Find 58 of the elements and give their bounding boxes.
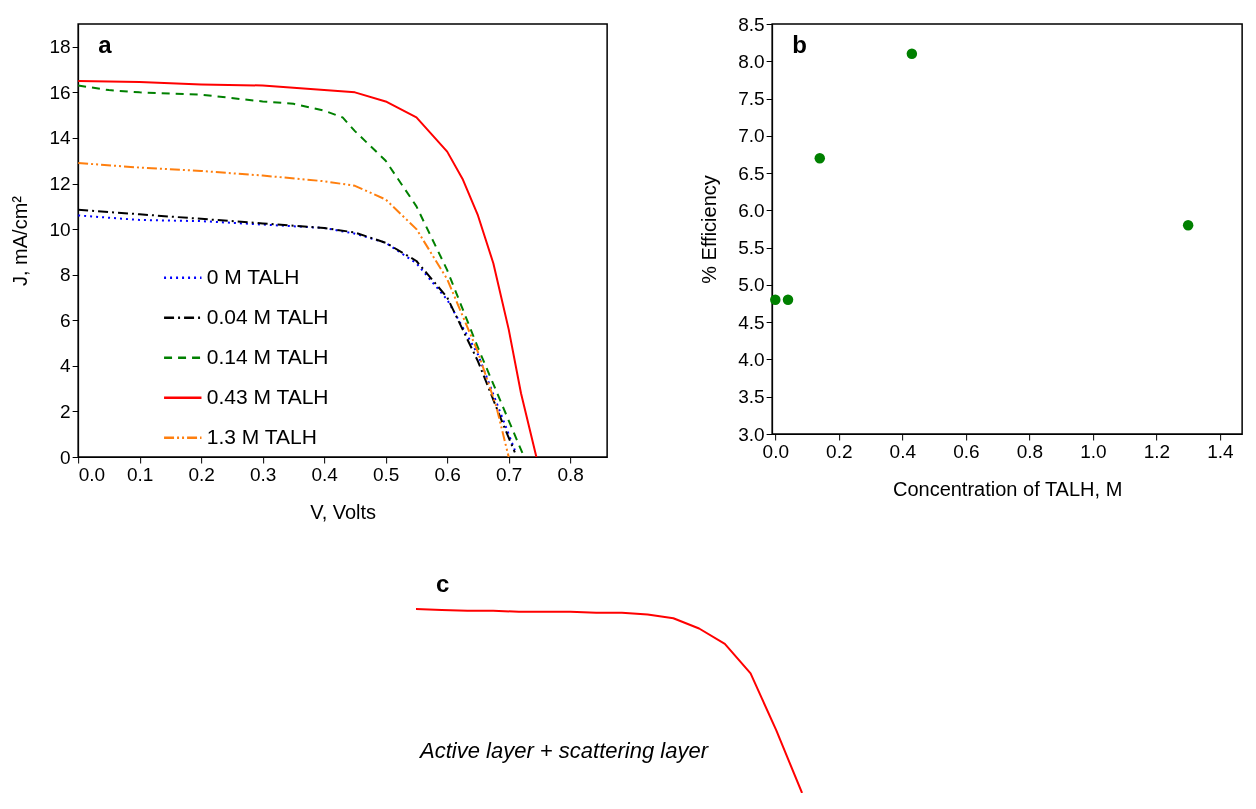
annotation: b: [792, 31, 807, 58]
y-tick-label: 5.5: [738, 237, 765, 259]
annotation: Active layer + scattering layer: [418, 738, 710, 763]
x-tick-label: 0.1: [126, 463, 154, 485]
annotation: a: [98, 31, 113, 58]
y-tick-label: 4: [60, 355, 72, 377]
y-axis-title: % Efficiency: [698, 175, 721, 284]
line-series: [78, 162, 510, 457]
point: [814, 152, 825, 164]
x-tick-label: 0.0: [78, 463, 106, 485]
x-tick-label: 1.4: [1207, 440, 1235, 462]
point: [906, 48, 918, 60]
y-axis-title: J, mA/cm²: [9, 195, 32, 286]
x-tick-label: 0.0: [762, 440, 790, 462]
y-tick-label: 8.0: [738, 50, 765, 72]
x-axis-title: Concentration of TALH, M: [892, 477, 1123, 500]
x-tick-label: 0.4: [889, 440, 917, 462]
x-tick-label: 0.6: [434, 463, 461, 485]
legend-label: 1.3 M TALH: [206, 424, 317, 448]
y-tick-label: 3.5: [738, 386, 765, 408]
x-tick-label: 0.8: [557, 463, 584, 485]
x-tick-label: 0.5: [372, 463, 400, 485]
y-tick-label: 2: [60, 400, 71, 422]
legend-label: 0.43 M TALH: [206, 384, 329, 408]
legend-label: 0.04 M TALH: [206, 304, 329, 328]
y-tick-label: 14: [49, 127, 72, 149]
x-tick-label: 1.0: [1080, 440, 1107, 462]
y-tick-label: 5.0: [738, 274, 765, 296]
y-tick-label: 4.0: [738, 348, 765, 370]
x-tick-label: 0.7: [496, 463, 523, 485]
y-tick-label: 10: [49, 218, 71, 240]
x-tick-label: 0.6: [953, 440, 980, 462]
y-tick-label: 6.5: [738, 162, 765, 184]
y-tick-label: 4.5: [738, 311, 765, 333]
y-tick-label: 18: [49, 36, 71, 58]
y-tick-label: 8.5: [738, 13, 765, 35]
x-tick-label: 0.4: [311, 463, 339, 485]
y-tick-label: 7.5: [738, 88, 765, 110]
y-tick-label: 12: [49, 173, 71, 195]
x-tick-label: 0.2: [188, 463, 215, 485]
legend-label: 0 M TALH: [206, 264, 300, 288]
y-tick-label: 3.0: [738, 423, 765, 445]
text: c: [436, 570, 450, 597]
point: [770, 294, 781, 306]
legend-label: 0.14 M TALH: [206, 344, 329, 368]
x-tick-label: 0.2: [826, 440, 853, 462]
x-tick-label: 1.2: [1143, 440, 1171, 462]
point: [1182, 220, 1194, 231]
y-tick-label: 6: [60, 309, 71, 331]
x-tick-label: 0.3: [249, 463, 277, 485]
x-axis-title: V, Volts: [310, 500, 377, 523]
y-tick-label: 6.0: [738, 199, 765, 221]
point: [782, 294, 794, 306]
x-tick-label: 0.8: [1016, 440, 1044, 462]
y-tick-label: 16: [49, 81, 71, 103]
y-tick-label: 7.0: [738, 125, 765, 147]
y-tick-label: 0: [60, 446, 71, 468]
y-tick-label: 8: [60, 264, 71, 286]
